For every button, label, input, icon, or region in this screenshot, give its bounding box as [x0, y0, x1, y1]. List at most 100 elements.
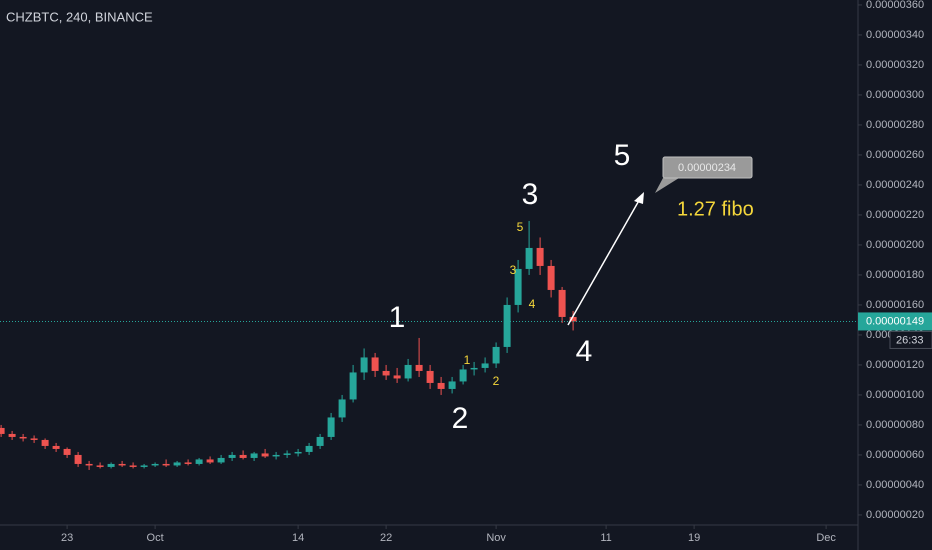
candle-body: [371, 357, 379, 371]
callout-box: [662, 156, 753, 179]
x-tick-label: 22: [380, 532, 392, 544]
candle-body: [173, 462, 181, 466]
y-tick-label: 0.00000240: [866, 179, 924, 191]
x-tick-label: 19: [688, 532, 700, 544]
candle-body: [382, 370, 390, 376]
callout-text: 0.00000234: [678, 162, 736, 174]
countdown-label: 26:33: [896, 334, 924, 346]
candle-body: [547, 265, 555, 290]
arrow-head: [634, 192, 644, 204]
y-tick-label: 0.00000160: [866, 299, 924, 311]
candle-body: [129, 465, 137, 467]
y-tick-label: 0.00000200: [866, 239, 924, 251]
subwave-label: 1: [464, 353, 471, 367]
candle-body: [415, 364, 423, 371]
y-tick-label: 0.00000220: [866, 209, 924, 221]
candle-body: [470, 367, 478, 370]
candle-body: [481, 363, 489, 368]
candle-body: [52, 445, 60, 449]
candle-body: [426, 370, 434, 383]
subwave-label: 2: [493, 374, 500, 388]
candle-body: [305, 445, 313, 452]
candle-body: [0, 427, 5, 434]
candle-body: [349, 372, 357, 400]
candle-body: [283, 453, 291, 455]
subwave-label: 4: [529, 297, 536, 311]
candle-body: [140, 465, 148, 467]
plot: [0, 220, 858, 470]
subwave-label: 5: [517, 220, 524, 234]
candle-body: [437, 382, 445, 389]
fibo-label: 1.27 fibo: [677, 198, 754, 220]
y-tick-label: 0.00000300: [866, 89, 924, 101]
x-tick-label: 14: [292, 532, 304, 544]
wave-label: 2: [452, 402, 469, 435]
wave-label: 5: [614, 139, 631, 172]
y-tick-label: 0.00000180: [866, 269, 924, 281]
wave-label: 3: [522, 178, 539, 211]
y-tick-label: 0.00000360: [866, 0, 924, 11]
candle-body: [228, 454, 236, 458]
x-tick-label: Nov: [486, 532, 506, 544]
chart-title: CHZBTC, 240, BINANCE: [6, 9, 153, 24]
candle-body: [41, 439, 49, 446]
candle-body: [327, 417, 335, 437]
y-tick-label: 0.00000280: [866, 119, 924, 131]
arrow: [567, 196, 642, 326]
last-price-label: 0.00000149: [866, 315, 924, 327]
y-tick-label: 0.00000060: [866, 449, 924, 461]
candle-body: [162, 463, 170, 466]
wave-label: 1: [389, 301, 406, 334]
candle-body: [30, 438, 38, 440]
candle-body: [558, 289, 566, 317]
candle-body: [404, 364, 412, 379]
candle-body: [118, 463, 126, 466]
candle-body: [536, 247, 544, 266]
candle-body: [74, 454, 82, 464]
x-tick-label: 11: [600, 532, 611, 544]
candle-body: [63, 448, 71, 455]
candle-body: [360, 357, 368, 373]
candle-body: [393, 375, 401, 379]
candle-body: [514, 268, 522, 305]
candle-body: [19, 436, 27, 439]
candle-body: [239, 454, 247, 458]
candle-body: [85, 463, 93, 466]
candle-body: [217, 457, 225, 463]
candle-body: [8, 433, 16, 437]
wave-label: 4: [576, 335, 593, 368]
y-tick-label: 0.00000340: [866, 29, 924, 41]
x-tick-label: Dec: [816, 532, 836, 544]
candle-body: [459, 369, 467, 382]
candle-body: [272, 454, 280, 457]
candle-body: [195, 459, 203, 464]
x-tick-label: 23: [61, 532, 73, 544]
candle-body: [525, 247, 533, 269]
candle-body: [316, 436, 324, 446]
candle-body: [338, 399, 346, 418]
candle-body: [261, 453, 269, 457]
candle-body: [569, 316, 577, 322]
y-tick-label: 0.00000040: [866, 479, 924, 491]
subwave-label: 3: [510, 263, 517, 277]
countdown-box: [889, 330, 932, 349]
y-tick-label: 0.00000260: [866, 149, 924, 161]
candle-body: [250, 453, 258, 458]
candle-body: [107, 463, 115, 467]
y-tick-label: 0.00000120: [866, 359, 924, 371]
candle-body: [206, 459, 214, 463]
y-tick-label: 0.00000020: [866, 509, 924, 521]
candle-body: [96, 465, 104, 467]
x-tick-label: Oct: [147, 532, 164, 544]
candle-body: [184, 462, 192, 464]
candle-body: [448, 381, 456, 389]
y-tick-label: 0.00000100: [866, 389, 924, 401]
candle-body: [151, 463, 159, 466]
y-tick-label: 0.00000320: [866, 59, 924, 71]
candle-body: [492, 346, 500, 364]
y-tick-label: 0.00000080: [866, 419, 924, 431]
last-price-box: [858, 312, 932, 331]
